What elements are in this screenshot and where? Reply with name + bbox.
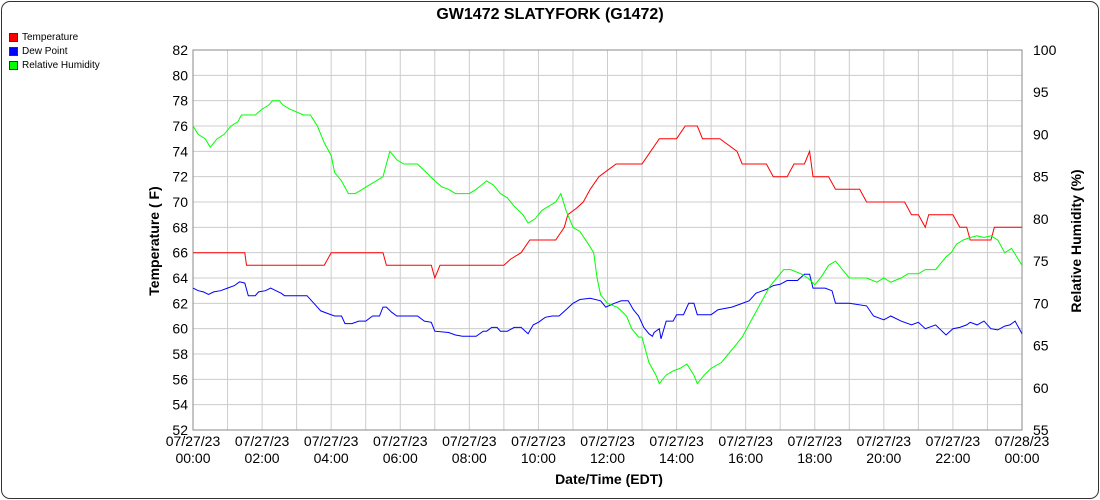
x-tick-time-7: 14:00 <box>659 450 694 466</box>
y-tick-left-80: 80 <box>172 67 188 83</box>
x-tick-time-6: 12:00 <box>590 450 625 466</box>
x-tick-date-1: 07/27/23 <box>235 433 290 449</box>
y-tick-right-100: 100 <box>1033 42 1057 58</box>
y-tick-right-60: 60 <box>1033 380 1049 396</box>
y-tick-right-70: 70 <box>1033 295 1049 311</box>
legend-item-relative-humidity[interactable]: Relative Humidity <box>9 58 100 72</box>
x-tick-time-11: 22:00 <box>935 450 970 466</box>
x-tick-date-12: 07/28/23 <box>995 433 1050 449</box>
legend-swatch-relative-humidity <box>9 60 18 70</box>
legend: Temperature Dew Point Relative Humidity <box>9 30 100 72</box>
y-tick-right-55: 55 <box>1033 422 1049 438</box>
x-tick-date-11: 07/27/23 <box>926 433 981 449</box>
x-tick-time-0: 00:00 <box>175 450 210 466</box>
y-tick-left-58: 58 <box>172 346 188 362</box>
y-axis-left-title: Temperature ( F) <box>146 186 162 295</box>
x-tick-time-4: 08:00 <box>452 450 487 466</box>
x-tick-time-5: 10:00 <box>521 450 556 466</box>
legend-item-temperature[interactable]: Temperature <box>9 30 100 44</box>
x-tick-date-10: 07/27/23 <box>857 433 912 449</box>
y-axis-right-title: Relative Humidity (%) <box>1068 169 1084 312</box>
x-tick-time-2: 04:00 <box>314 450 349 466</box>
legend-swatch-temperature <box>9 32 18 42</box>
legend-label-temperature: Temperature <box>22 31 79 43</box>
y-tick-right-85: 85 <box>1033 169 1049 185</box>
chart-title: GW1472 SLATYFORK (G1472) <box>436 6 663 23</box>
y-tick-left-60: 60 <box>172 321 188 337</box>
series-line-temperature <box>193 125 1022 280</box>
y-tick-right-95: 95 <box>1033 84 1049 100</box>
y-tick-left-78: 78 <box>172 93 188 109</box>
legend-label-dew-point: Dew Point <box>22 45 68 57</box>
y-tick-left-72: 72 <box>172 169 188 185</box>
y-tick-left-52: 52 <box>172 422 188 438</box>
x-tick-time-1: 02:00 <box>245 450 280 466</box>
x-tick-time-9: 18:00 <box>797 450 832 466</box>
x-tick-date-6: 07/27/23 <box>580 433 635 449</box>
y-tick-left-74: 74 <box>172 143 188 159</box>
x-tick-date-9: 07/27/23 <box>788 433 843 449</box>
y-tick-right-75: 75 <box>1033 253 1049 269</box>
x-tick-date-4: 07/27/23 <box>442 433 497 449</box>
x-tick-date-0: 07/27/23 <box>166 433 221 449</box>
x-tick-time-10: 20:00 <box>866 450 901 466</box>
y-tick-left-66: 66 <box>172 245 188 261</box>
x-tick-time-12: 00:00 <box>1004 450 1039 466</box>
y-tick-left-76: 76 <box>172 118 188 134</box>
series-line-dew-point <box>192 273 1023 339</box>
series-group <box>192 100 1023 385</box>
legend-swatch-dew-point <box>9 46 18 56</box>
y-tick-right-65: 65 <box>1033 338 1049 354</box>
x-tick-date-2: 07/27/23 <box>304 433 359 449</box>
y-tick-left-56: 56 <box>172 371 188 387</box>
right-axis: 55 60 65 70 75 80 85 90 95 100 <box>1033 42 1057 438</box>
y-tick-left-62: 62 <box>172 295 188 311</box>
left-axis: 52 54 56 58 60 62 64 66 68 70 72 74 76 78 80 82 <box>172 42 188 438</box>
x-axis: 07/27/2300:0007/27/2302:0007/27/2304:000… <box>166 433 1050 466</box>
x-tick-date-5: 07/27/23 <box>511 433 566 449</box>
y-tick-right-80: 80 <box>1033 211 1049 227</box>
x-tick-date-8: 07/27/23 <box>718 433 773 449</box>
series-line-relative-humidity <box>192 100 1023 385</box>
x-tick-time-3: 06:00 <box>383 450 418 466</box>
y-tick-left-82: 82 <box>172 42 188 58</box>
legend-item-dew-point[interactable]: Dew Point <box>9 44 100 58</box>
x-axis-title: Date/Time (EDT) <box>555 471 663 487</box>
x-tick-date-3: 07/27/23 <box>373 433 428 449</box>
y-tick-left-64: 64 <box>172 270 188 286</box>
legend-label-relative-humidity: Relative Humidity <box>22 59 100 71</box>
y-tick-right-90: 90 <box>1033 126 1049 142</box>
plot-area <box>192 49 1023 431</box>
x-tick-time-8: 16:00 <box>728 450 763 466</box>
y-tick-left-54: 54 <box>172 397 188 413</box>
y-tick-left-68: 68 <box>172 219 188 235</box>
grid <box>192 49 1023 431</box>
y-tick-left-70: 70 <box>172 194 188 210</box>
x-tick-date-7: 07/27/23 <box>649 433 704 449</box>
